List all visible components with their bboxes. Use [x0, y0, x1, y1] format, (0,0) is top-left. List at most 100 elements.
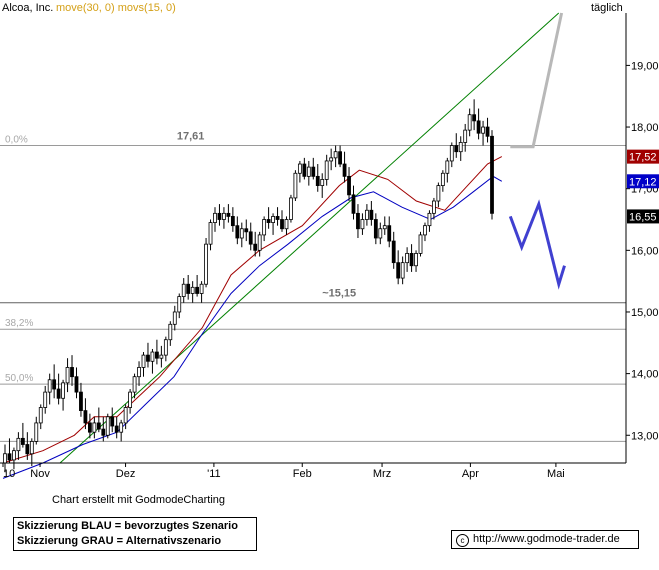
candle: [342, 151, 347, 183]
y-tick-label: 15,00: [631, 307, 659, 319]
candle-body: [29, 441, 34, 455]
x-tick-label: Nov: [30, 468, 50, 480]
candle-body: [155, 351, 159, 359]
candle: [427, 210, 432, 232]
candle: [338, 145, 342, 168]
candle: [172, 305, 177, 331]
candle-body: [458, 142, 463, 153]
candle-body: [266, 219, 271, 223]
candle-body: [490, 135, 494, 214]
candle: [208, 219, 213, 251]
candle: [20, 422, 25, 448]
candle-body: [235, 225, 240, 239]
candle: [34, 416, 39, 445]
candle: [280, 210, 284, 232]
candle: [463, 123, 468, 152]
candle-body: [213, 212, 217, 223]
scenario-path: [508, 199, 566, 290]
candle: [440, 170, 445, 192]
candle: [436, 182, 441, 208]
candle-body: [16, 437, 21, 452]
candle-body: [137, 367, 141, 378]
candle-body: [324, 160, 329, 180]
candle: [199, 281, 204, 303]
candle: [217, 204, 222, 226]
candle: [181, 278, 186, 303]
candle-body: [427, 212, 432, 227]
candle: [373, 213, 378, 245]
candle: [311, 157, 316, 180]
candle: [351, 185, 356, 220]
price-badge-label: 17,12: [629, 176, 657, 188]
candle: [230, 207, 235, 232]
candle: [481, 120, 485, 146]
candle: [347, 167, 351, 202]
candle: [284, 216, 289, 235]
candle-body: [356, 212, 360, 230]
header-layer: Alcoa, Inc. move(30, 0) movs(15, 0) tägl…: [2, 2, 623, 14]
candle-body: [391, 240, 396, 264]
candle-body: [289, 197, 293, 220]
timeframe-label: täglich: [591, 2, 623, 14]
candle: [369, 201, 374, 226]
x-tick-label: '11: [207, 468, 221, 480]
candle: [70, 355, 74, 386]
candle: [96, 407, 101, 433]
candle-body: [414, 253, 418, 267]
candle: [101, 416, 106, 442]
candle: [405, 247, 410, 272]
candle-body: [472, 114, 477, 122]
candle-body: [364, 209, 369, 220]
candle-body: [418, 234, 423, 254]
candle: [132, 373, 137, 399]
candle-body: [159, 354, 164, 359]
candle: [235, 216, 240, 245]
candle-body: [132, 376, 137, 393]
candle: [155, 339, 159, 365]
candle-body: [463, 129, 468, 143]
level-label: ~15,15: [322, 288, 356, 300]
instrument-title: Alcoa, Inc.: [2, 2, 53, 14]
candle-body: [217, 212, 222, 220]
candle: [159, 345, 164, 368]
candle: [476, 108, 481, 140]
candle: [329, 148, 334, 171]
candle-body: [369, 209, 374, 220]
candle-body: [257, 234, 262, 251]
candle: [253, 231, 258, 257]
candle-body: [481, 126, 485, 134]
moving-average-line: [2, 156, 503, 464]
candle-body: [226, 212, 231, 217]
candle: [423, 222, 427, 242]
candle-body: [275, 216, 280, 220]
candle: [222, 207, 226, 229]
candle: [458, 136, 463, 161]
x-tick-label: Apr: [462, 468, 479, 480]
candle: [137, 361, 141, 386]
candle: [65, 358, 70, 393]
candle: [239, 222, 244, 248]
candle-body: [20, 437, 25, 445]
candle-body: [128, 391, 133, 408]
candle-body: [204, 243, 208, 285]
candle-body: [230, 216, 235, 227]
candle-body: [378, 228, 383, 239]
candle: [38, 404, 43, 430]
candle: [356, 204, 360, 238]
candle-body: [222, 212, 226, 220]
candle-body: [271, 216, 275, 223]
candle: [7, 438, 12, 463]
candle: [306, 160, 311, 186]
candle: [320, 173, 325, 198]
candle: [490, 130, 494, 220]
candle-body: [114, 425, 119, 433]
candle-body: [320, 179, 325, 187]
candle-body: [25, 444, 30, 455]
candle-body: [476, 120, 481, 134]
candle-body: [34, 422, 39, 442]
candle: [226, 204, 231, 223]
candle: [163, 336, 168, 362]
candle-body: [351, 194, 356, 214]
candle: [150, 348, 155, 374]
candle-body: [92, 422, 97, 433]
